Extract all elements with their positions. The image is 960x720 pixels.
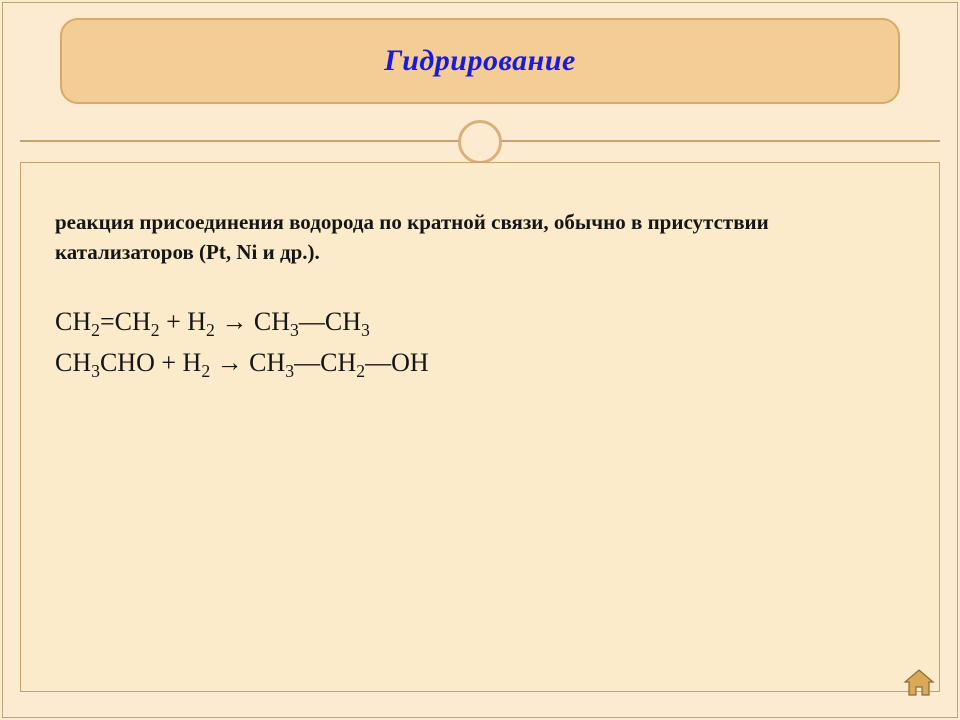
slide-title: Гидрирование: [384, 44, 576, 78]
title-banner: Гидрирование: [60, 18, 900, 104]
equations-block: CH2=CH2 + H2 → CH3—CH3 CH3CHO + H2 → CH3…: [55, 302, 905, 382]
content-panel: реакция присоединения водорода по кратно…: [20, 162, 940, 692]
equation-line: CH3CHO + H2 → CH3—CH2—OH: [55, 343, 905, 382]
divider-circle: [458, 120, 502, 164]
equation-line: CH2=CH2 + H2 → CH3—CH3: [55, 302, 905, 341]
definition-text: реакция присоединения водорода по кратно…: [55, 207, 905, 268]
home-icon[interactable]: [902, 668, 936, 698]
